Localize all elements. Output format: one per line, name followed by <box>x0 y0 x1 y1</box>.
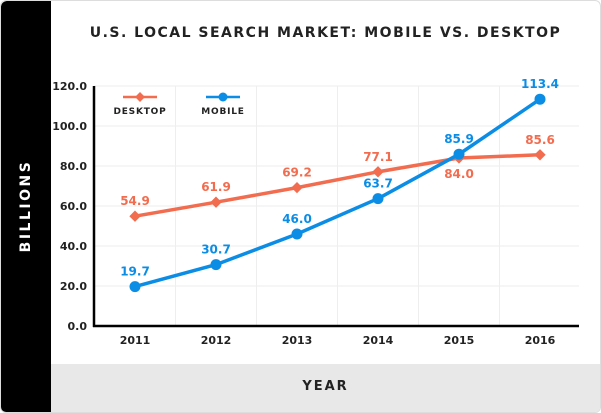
x-tick-label: 2016 <box>525 334 556 347</box>
x-tick-label: 2014 <box>363 334 394 347</box>
y-tick-label: 0.0 <box>68 320 88 333</box>
x-axis-label: YEAR <box>302 379 349 394</box>
legend-label: MOBILE <box>201 107 245 117</box>
x-axis-band: YEAR <box>51 364 600 412</box>
data-point <box>210 259 222 271</box>
data-label: 84.0 <box>444 167 474 181</box>
data-label: 113.4 <box>521 77 559 91</box>
x-tick-label: 2015 <box>444 334 475 347</box>
y-tick-label: 80.0 <box>60 160 87 173</box>
series-mobile: 19.7 30.7 46.0 63.7 85.9 113.4 MOBILE <box>120 77 559 293</box>
data-label: 61.9 <box>201 180 231 194</box>
data-label: 85.6 <box>525 133 555 147</box>
data-label: 85.9 <box>444 132 474 146</box>
data-label: 30.7 <box>201 243 231 257</box>
y-tick-label: 120.0 <box>52 80 87 93</box>
series-line <box>134 97 541 289</box>
data-point <box>291 228 303 240</box>
y-tick-label: 20.0 <box>60 280 87 293</box>
data-point <box>129 210 141 222</box>
data-point <box>372 193 384 205</box>
legend-label: DESKTOP <box>113 107 166 117</box>
data-point <box>453 148 465 160</box>
legend-marker <box>218 92 228 102</box>
series-desktop: 54.9 61.9 69.2 77.1 84.0 85.6 DESKTOP <box>113 92 555 222</box>
data-point <box>372 166 384 178</box>
data-point <box>210 196 222 208</box>
y-tick-label: 100.0 <box>52 120 87 133</box>
data-point <box>291 181 303 194</box>
y-axis-panel: BILLIONS <box>1 1 51 412</box>
y-tick-label: 60.0 <box>60 200 87 213</box>
data-label: 63.7 <box>363 177 393 191</box>
data-point <box>129 281 141 293</box>
series-line <box>134 153 541 218</box>
data-point <box>534 149 546 161</box>
data-label: 77.1 <box>363 150 393 164</box>
data-label: 69.2 <box>282 166 312 180</box>
legend-marker <box>135 92 145 102</box>
y-tick-label: 40.0 <box>60 240 87 253</box>
x-tick-label: 2012 <box>201 334 232 347</box>
x-tick-label: 2011 <box>120 334 151 347</box>
data-point <box>534 93 546 105</box>
data-label: 54.9 <box>120 194 150 208</box>
chart-title: U.S. LOCAL SEARCH MARKET: MOBILE VS. DES… <box>89 25 562 41</box>
data-label: 46.0 <box>282 212 312 226</box>
x-tick-label: 2013 <box>282 334 313 347</box>
data-label: 19.7 <box>120 265 150 279</box>
